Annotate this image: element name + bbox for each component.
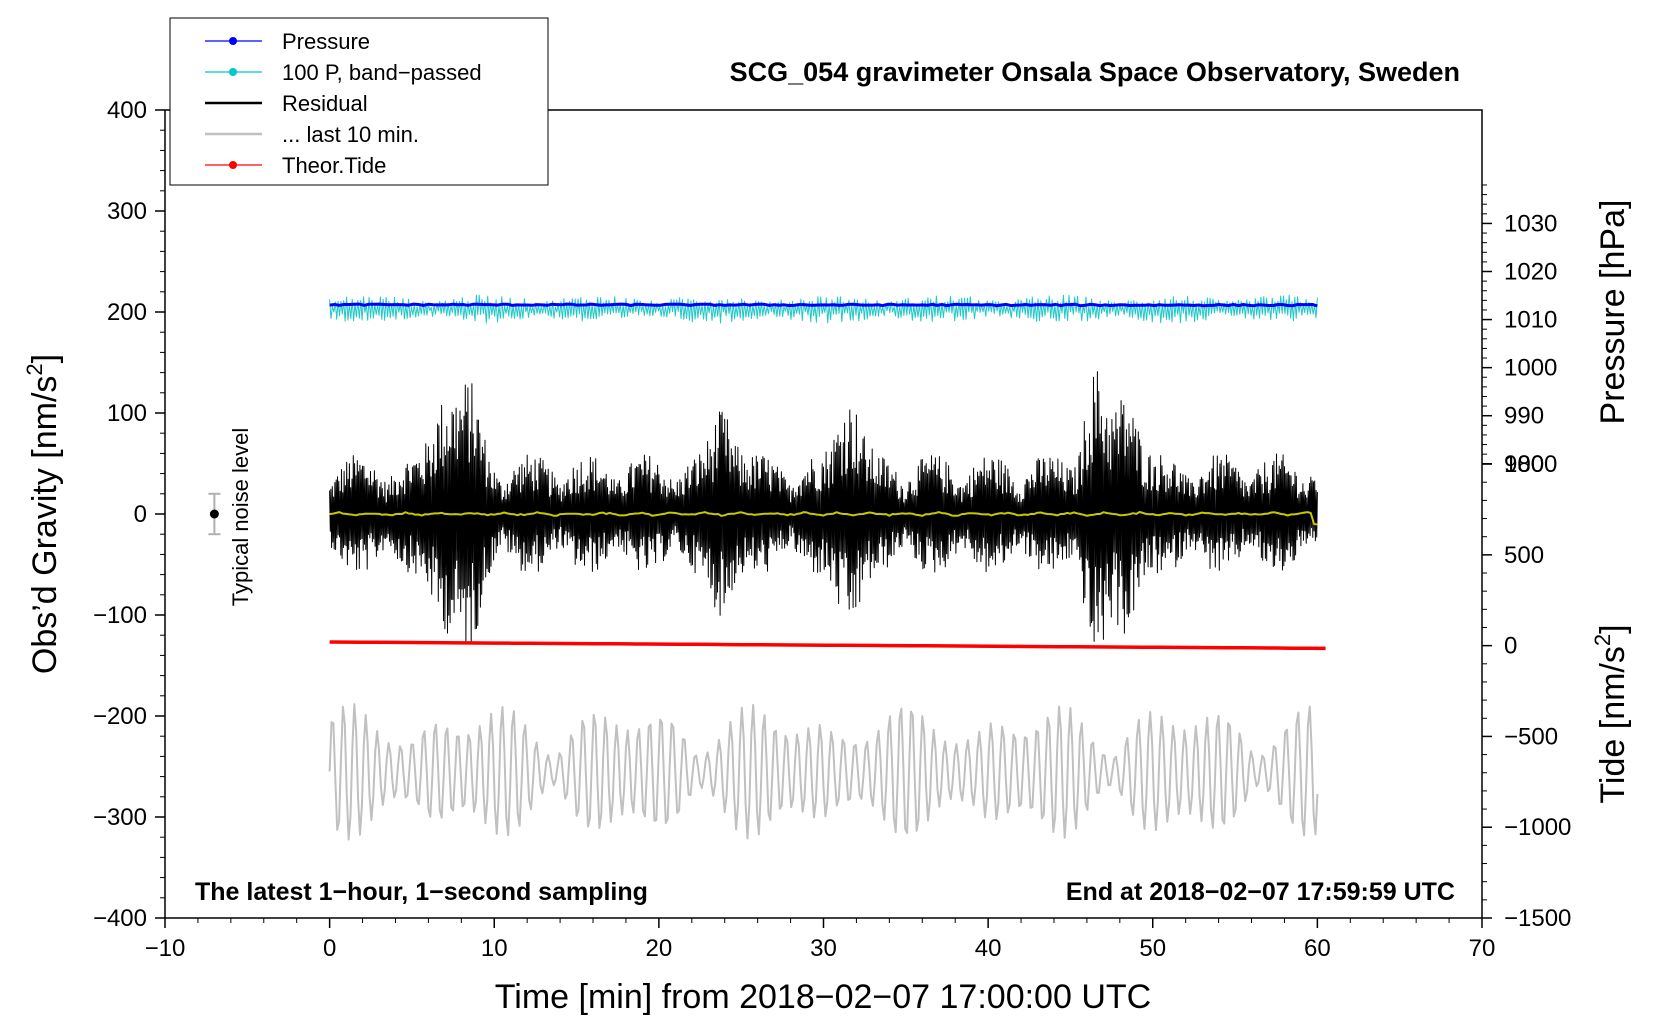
y-left-tick-label: 300 (107, 198, 147, 225)
legend-label: Pressure (282, 29, 370, 54)
y-tide-tick-label: 500 (1504, 542, 1544, 569)
series-theoretical-tide (329, 640, 1326, 651)
legend-marker (229, 161, 237, 169)
y-left-tick-label: −200 (93, 703, 147, 730)
x-axis-title: Time [min] from 2018−02−07 17:00:00 UTC (495, 978, 1151, 1016)
y-right-tide-title: Tide [nm/s2] (1590, 624, 1632, 803)
y-right-pressure-ticks: 1030 1020 1010 1000 990 980 (1482, 184, 1557, 478)
y-right-tide-title-end: ] (1594, 624, 1632, 633)
x-tick-label: 50 (1139, 935, 1166, 962)
series-band-passed-pressure (329, 294, 1318, 324)
x-tick-label: 40 (975, 935, 1002, 962)
y-tide-tick-label: −1500 (1504, 905, 1571, 932)
series-pressure (329, 302, 1318, 308)
legend-marker (229, 68, 237, 76)
noise-bar-point (209, 509, 219, 519)
legend-box (169, 17, 549, 186)
y-pressure-tick-label: 1030 (1504, 210, 1557, 237)
y-pressure-tick-label: 980 (1504, 451, 1544, 478)
y-left-tick-label: −400 (93, 905, 147, 932)
y-pressure-tick-label: 1000 (1504, 355, 1557, 382)
y-left-axis-ticks: 400 300 200 100 0 −100 −200 −300 −400 (93, 97, 165, 932)
y-right-tide-ticks: 1000 500 0 −500 −1000 −1500 (1482, 451, 1571, 932)
y-pressure-tick-label: 990 (1504, 403, 1544, 430)
x-tick-label: −10 (145, 935, 186, 962)
y-left-title-end: ] (26, 354, 64, 363)
y-right-tide-title-sup: 2 (1590, 634, 1615, 646)
y-left-title-main: Obs’d Gravity [nm/s (26, 376, 64, 675)
y-tide-tick-label: 1000 (1504, 451, 1557, 478)
y-tide-tick-label: 0 (1504, 633, 1517, 660)
y-left-axis-title: Obs’d Gravity [nm/s2] (22, 354, 64, 674)
legend-marker (229, 37, 237, 45)
y-tide-tick-label: −500 (1504, 723, 1558, 750)
noise-level-bar (208, 492, 221, 536)
series-residual (329, 371, 1318, 644)
legend-label: 100 P, band−passed (282, 60, 482, 85)
x-tick-label: 30 (810, 935, 837, 962)
x-axis-ticks: −10 0 10 20 30 40 50 60 70 (145, 918, 1496, 962)
x-tick-label: 70 (1469, 935, 1496, 962)
noise-level-label: Typical noise level (228, 428, 253, 607)
y-left-tick-label: −300 (93, 804, 147, 831)
legend-label: Residual (282, 91, 368, 116)
x-tick-label: 20 (646, 935, 673, 962)
series-layer (328, 294, 1326, 841)
x-tick-label: 0 (323, 935, 336, 962)
y-pressure-tick-label: 1010 (1504, 307, 1557, 334)
y-right-pressure-title: Pressure [hPa] (1594, 200, 1632, 425)
y-left-tick-label: 200 (107, 299, 147, 326)
y-left-tick-label: 400 (107, 97, 147, 124)
x-tick-label: 10 (481, 935, 508, 962)
annotation-bottom-right: End at 2018−02−07 17:59:59 UTC (1066, 878, 1455, 906)
y-left-tick-label: −100 (93, 602, 147, 629)
y-left-tick-label: 0 (134, 501, 147, 528)
y-pressure-tick-label: 1020 (1504, 259, 1557, 286)
x-tick-label: 60 (1304, 935, 1331, 962)
series-last-10-min (328, 703, 1319, 841)
y-left-title-sup: 2 (22, 363, 47, 375)
chart-title: SCG_054 gravimeter Onsala Space Observat… (730, 57, 1460, 87)
y-right-tide-title-main: Tide [nm/s (1594, 646, 1632, 803)
series-smoothed-residual (329, 511, 1318, 526)
y-tide-tick-label: −1000 (1504, 814, 1571, 841)
legend-label: ... last 10 min. (282, 122, 419, 147)
chart-legend: Pressure 100 P, band−passed Residual ... la… (169, 17, 549, 186)
annotation-bottom-left: The latest 1−hour, 1−second sampling (195, 878, 648, 906)
y-left-tick-label: 100 (107, 400, 147, 427)
legend-label: Theor.Tide (282, 153, 386, 178)
